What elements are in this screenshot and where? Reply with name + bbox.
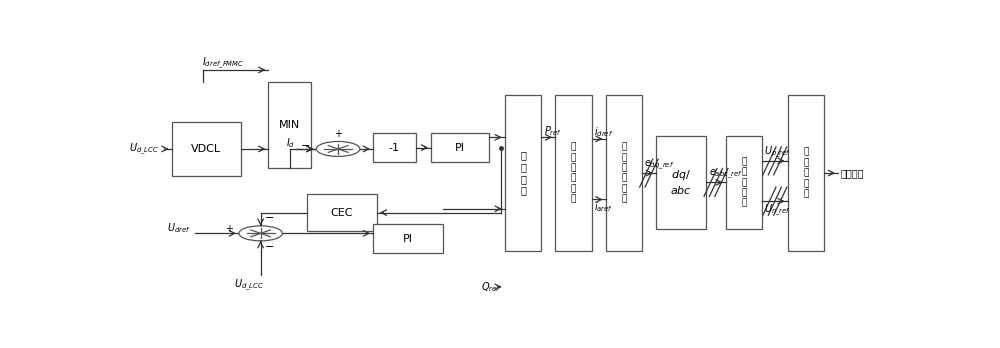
Text: $I_{dref\_FMMC}$: $I_{dref\_FMMC}$ (202, 56, 245, 71)
Text: −: − (264, 213, 274, 223)
Text: VDCL: VDCL (191, 144, 221, 154)
Circle shape (316, 141, 360, 157)
Text: $P_{ref}$: $P_{ref}$ (544, 124, 562, 137)
Text: $I_d$: $I_d$ (286, 137, 296, 150)
Text: $U_{d\_LCC}$: $U_{d\_LCC}$ (234, 278, 264, 293)
Text: +: + (225, 224, 233, 234)
Text: $U_{p\_ref}$: $U_{p\_ref}$ (764, 145, 791, 160)
Text: PI: PI (403, 234, 413, 244)
Bar (172, 122, 241, 176)
Bar (606, 95, 642, 251)
Text: -1: -1 (389, 143, 400, 153)
Bar (505, 95, 541, 251)
Text: −: − (301, 141, 310, 151)
Text: 内
环
电
流
控
制: 内 环 电 流 控 制 (621, 143, 626, 204)
Bar (373, 224, 443, 253)
Text: 模
式
选
择: 模 式 选 择 (520, 151, 526, 196)
Text: PI: PI (455, 143, 465, 153)
Text: $U_{d\_LCC}$: $U_{d\_LCC}$ (129, 141, 159, 157)
Circle shape (239, 226, 282, 241)
Bar (726, 135, 762, 229)
Bar (373, 133, 416, 162)
Text: $U_{n\_ref}$: $U_{n\_ref}$ (764, 203, 791, 218)
Text: $e_{abc\_ref}$: $e_{abc\_ref}$ (709, 168, 742, 181)
Text: $i_{dref}$: $i_{dref}$ (594, 125, 613, 139)
Bar (555, 95, 592, 251)
Bar (788, 95, 824, 251)
Text: CEC: CEC (331, 208, 353, 218)
Text: $U_{dref}$: $U_{dref}$ (167, 221, 191, 235)
Text: $i_{aref}$: $i_{aref}$ (594, 200, 613, 214)
Text: $Q_{ref}$: $Q_{ref}$ (481, 280, 501, 294)
Text: 触发脉冲: 触发脉冲 (840, 168, 864, 178)
Text: 调
制
波
计
算: 调 制 波 计 算 (741, 157, 747, 208)
Text: MIN: MIN (279, 120, 300, 130)
Text: +: + (334, 129, 342, 139)
Text: 换
流
阀
控
制: 换 流 阀 控 制 (803, 148, 809, 198)
Bar (431, 133, 489, 162)
Bar (307, 195, 377, 231)
Bar (656, 135, 706, 229)
Text: −: − (264, 242, 274, 252)
Text: 外
环
功
率
控
制: 外 环 功 率 控 制 (571, 143, 576, 204)
Text: $e_{dq\_ref}$: $e_{dq\_ref}$ (644, 158, 675, 172)
Text: $dq/$
$abc$: $dq/$ $abc$ (670, 168, 692, 196)
Bar (268, 82, 311, 168)
